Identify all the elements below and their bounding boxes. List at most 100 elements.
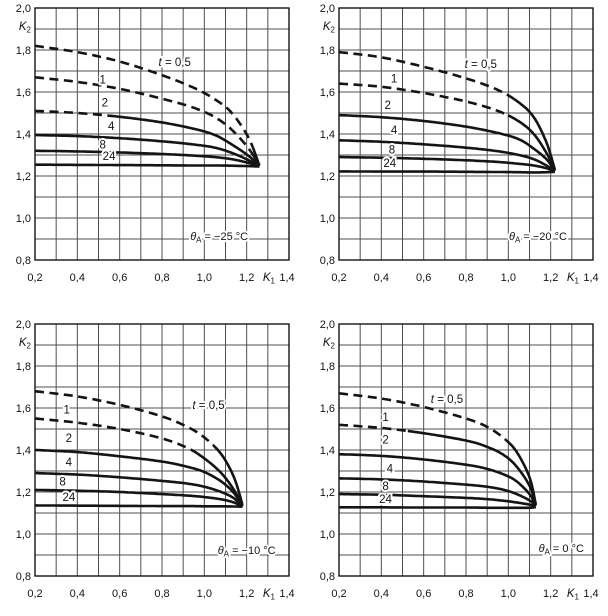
curve-label-t-2: 2 [102,98,108,110]
curve-t-24 [339,170,556,174]
y-tick-label: 1,8 [320,45,335,57]
y-tick-label: 1,4 [16,445,31,457]
y-tick-label: 1,0 [16,529,31,541]
y-axis-tick-labels: 2,0 1,8 1,6 1,4 1,2 1,0 0,8 [320,319,335,583]
y-tick-label: 1,2 [320,487,335,499]
y-axis-tick-labels: 2,0 1,8 1,6 1,4 1,2 1,0 0,8 [16,319,31,583]
x-tick-label: 1,4 [583,272,598,284]
y-axis-tick-labels: 2,0 1,8 1,6 1,4 1,2 1,0 0,8 [16,3,31,267]
x-axis-tick-labels: 0,2 0,4 0,6 0,8 1,0 1,2 1,4 [27,272,294,284]
curve-label-t-1: 1 [391,74,397,86]
x-tick-label: 0,4 [374,272,389,284]
curve-t-24 [35,163,261,168]
y-tick-label: 1,0 [320,529,335,541]
y-tick-label: 2,0 [320,3,335,15]
condition-annotation: θA = −10 °C [218,545,276,559]
curve-label-t-8: 8 [382,481,388,493]
x-tick-label: 1,2 [239,588,254,600]
curve-label-t-8: 8 [100,140,106,152]
x-tick-label: 1,2 [543,588,558,600]
curve-t-1-solid [507,114,557,171]
curve-label-t-4: 4 [387,464,394,476]
y-tick-label: 1,0 [16,213,31,225]
curve-t-1-solid [407,429,538,506]
x-tick-label: 1,4 [279,588,294,600]
y-tick-label: 1,4 [320,129,335,141]
x-tick-label: 0,6 [112,588,127,600]
condition-annotation: θA = −20 °C [509,231,567,245]
y-tick-label: 1,8 [16,361,31,373]
curve-label-t-8: 8 [389,145,395,157]
curve-t-2-dashed [34,109,115,118]
curve-label-t-0-5: t = 0,5 [431,394,463,406]
curve-label-t-4: 4 [66,457,73,469]
x-tick-label: 0,4 [70,272,85,284]
y-tick-label: 2,0 [320,319,335,331]
x-tick-label: 0,8 [154,588,169,600]
curve-t-4 [339,477,537,507]
curve-t-8 [35,149,261,168]
curve-label-t-0-5: t = 0,5 [159,57,191,69]
x-axis-symbol-k1: K1 [567,272,580,286]
x-axis-tick-labels: 0,2 0,4 0,6 0,8 1,0 1,2 1,4 [331,272,598,284]
curve-label-t-4: 4 [391,125,398,137]
curve-t-0-5-solid [213,445,244,505]
y-tick-label: 1,6 [320,403,335,415]
x-axis-tick-labels: 0,2 0,4 0,6 0,8 1,0 1,2 1,4 [331,588,598,600]
curve-t-8 [339,492,537,508]
curve-label-t-24: 24 [383,158,396,170]
curve-t-24 [339,505,537,510]
x-axis-symbol-k1: K1 [567,588,580,602]
curve-label-t-1: 1 [382,412,388,424]
x-tick-label: 0,2 [331,588,346,600]
curve-t-24 [35,504,244,508]
x-tick-label: 0,4 [374,588,389,600]
curve-label-t-24: 24 [62,492,75,504]
y-tick-label: 0,8 [320,571,335,583]
grid-lines [338,7,594,261]
x-tick-label: 0,6 [112,272,127,284]
y-tick-label: 1,2 [16,171,31,183]
curves [338,392,538,510]
curve-label-t-0-5: t = 0,5 [465,59,497,71]
curves [34,44,261,168]
x-axis-symbol-k1: K1 [263,272,276,286]
y-tick-label: 1,0 [320,213,335,225]
curve-label-t-2: 2 [382,435,388,447]
y-tick-label: 2,0 [16,3,31,15]
y-axis-symbol-k2: K2 [323,21,336,35]
curve-t-1-dashed [34,76,252,152]
x-axis-symbol-k1: K1 [263,588,276,602]
grid-lines [34,323,290,577]
condition-annotation: θA = 0 °C [539,543,584,557]
curve-label-t-2: 2 [66,433,72,445]
curves [34,389,244,508]
plot-border [338,323,594,577]
curve-t-2 [338,113,556,172]
curve-label-t-1: 1 [64,404,70,416]
x-tick-label: 0,8 [458,272,473,284]
x-tick-label: 0,8 [154,272,169,284]
curve-label-t-0-5: t = 0,5 [192,400,224,412]
curve-label-t-24: 24 [379,494,392,506]
curve-t-0-5-solid [513,98,557,171]
x-tick-label: 0,6 [416,588,431,600]
plot-border [338,7,594,261]
curve-label-t-2: 2 [384,100,390,112]
curves [338,50,557,174]
curve-label-t-24: 24 [103,151,116,163]
y-tick-label: 1,8 [320,361,335,373]
y-tick-label: 1,2 [320,171,335,183]
x-tick-label: 1,2 [239,272,254,284]
x-tick-label: 1,0 [501,588,516,600]
curve-t-1-dashed [338,82,509,117]
curve-t-0-5-dashed [34,389,216,448]
y-tick-label: 0,8 [16,571,31,583]
curve-t-4 [339,139,556,173]
x-tick-label: 1,4 [583,588,598,600]
x-tick-label: 1,0 [197,588,212,600]
chart-panel-theta-minus-25: t = 0,5 1 2 4 8 24 θA = −25 °C 2,0 1,8 1,6 1,4 1,2 1… [0,0,304,300]
curve-t-1-dashed [34,417,199,455]
